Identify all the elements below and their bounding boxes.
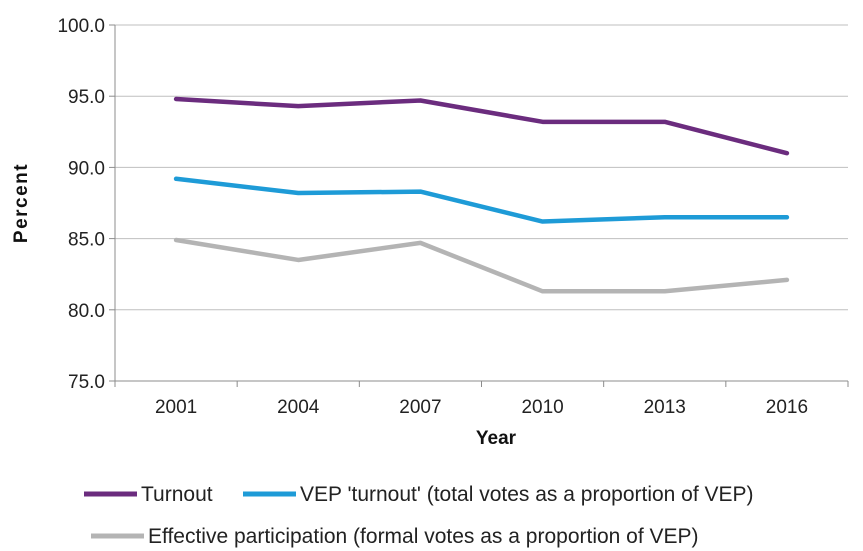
y-tick-label: 95.0 (68, 87, 105, 108)
legend-label-vep-turnout: VEP 'turnout' (total votes as a proporti… (300, 483, 754, 506)
y-tick-label: 80.0 (68, 301, 105, 322)
y-tick-label: 90.0 (68, 158, 105, 179)
series-line-vep-turnout (173, 176, 790, 224)
y-tick-label: 75.0 (68, 372, 105, 393)
x-tick-label: 2016 (766, 397, 808, 418)
y-axis-ticks: 75.0 80.0 85.0 90.0 95.0 100.0 (57, 16, 115, 393)
y-tick-label: 85.0 (68, 230, 105, 251)
series-lines (173, 96, 790, 294)
x-tick-label: 2010 (521, 397, 563, 418)
axes (114, 25, 848, 382)
x-tick-label: 2001 (155, 397, 197, 418)
grid-lines (115, 24, 848, 311)
x-tick-label: 2007 (399, 397, 441, 418)
x-tick-label: 2013 (644, 397, 686, 418)
series-line-effective-participation (173, 237, 790, 294)
x-axis-ticks: 2001 2004 2007 2010 2013 2016 (114, 381, 849, 418)
y-axis-title: Percent (11, 163, 32, 243)
legend-label-effective-participation: Effective participation (formal votes as… (148, 525, 699, 548)
legend: Turnout VEP 'turnout' (total votes as a … (84, 483, 754, 548)
series-line-turnout (173, 96, 790, 156)
legend-label-turnout: Turnout (141, 483, 213, 506)
x-tick-label: 2004 (277, 397, 320, 418)
x-axis-title: Year (476, 428, 517, 449)
y-tick-label: 100.0 (57, 16, 105, 37)
